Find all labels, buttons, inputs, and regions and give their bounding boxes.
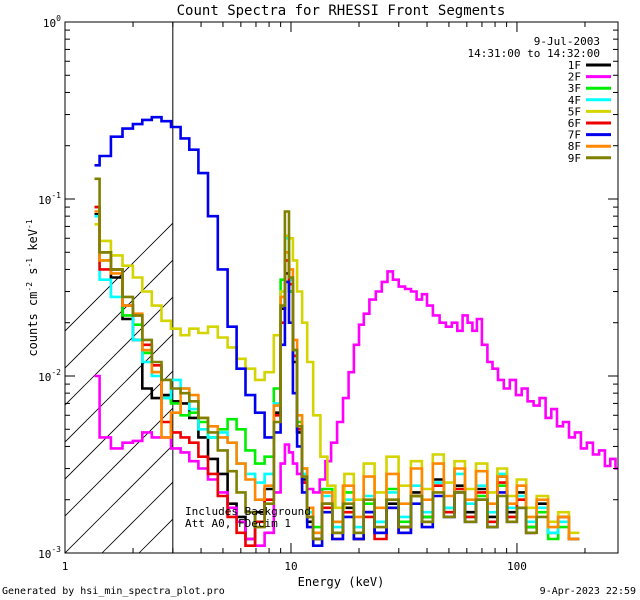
x-tick-labels: 1 10 100: [62, 560, 527, 573]
y-tick-exp: -1: [51, 191, 61, 200]
y-axis-label: counts cm-2 s-1 keV-1: [25, 219, 40, 356]
y-label-end: keV: [26, 229, 40, 258]
y-tick-base: 10: [38, 548, 51, 561]
y-label-exp3: -1: [25, 219, 34, 229]
hatch-line: [65, 444, 173, 553]
y-label-exp1: -2: [25, 282, 34, 292]
series-group: [94, 115, 618, 547]
y-label-mid: s: [26, 268, 40, 282]
background-hatched-region: [65, 222, 173, 553]
series-4F: [94, 214, 568, 535]
legend-label-5F: 5F: [568, 105, 581, 118]
y-tick-base: 10: [38, 371, 51, 384]
y-tick-exp: -3: [51, 545, 61, 554]
x-tick-label: 100: [507, 560, 527, 573]
hatch-line: [65, 222, 173, 332]
annotation-attenuator: Att A0, FDecim 1: [185, 517, 291, 530]
legend-label-3F: 3F: [568, 82, 581, 95]
x-axis-label: Energy (keV): [298, 575, 385, 589]
y-tick-exp: 0: [56, 14, 61, 23]
legend-label-6F: 6F: [568, 117, 581, 130]
y-tick-exp: -2: [51, 368, 61, 377]
legend-label-1F: 1F: [568, 59, 581, 72]
y-label-main: counts cm: [26, 292, 40, 357]
series-8F: [94, 210, 580, 541]
hatch-line: [65, 370, 173, 480]
date-label: 9-Jul-2003: [534, 35, 600, 48]
y-tick-label: 100: [43, 14, 61, 30]
y-tick-label: 10-1: [38, 191, 61, 207]
x-tick-label: 10: [284, 560, 297, 573]
y-tick-label: 10-2: [38, 368, 61, 384]
series-9F: [94, 177, 548, 541]
series-7F: [94, 115, 536, 547]
legend-label-9F: 9F: [568, 152, 581, 165]
legend-label-4F: 4F: [568, 94, 581, 107]
y-tick-base: 10: [38, 194, 51, 207]
y-tick-base: 10: [43, 17, 56, 30]
plot-frame: [64, 21, 619, 554]
hatch-line: [101, 481, 173, 553]
annotation-background: Includes Background: [185, 505, 311, 518]
axis-ticks: [64, 21, 618, 554]
time-range-label: 14:31:00 to 14:32:00: [468, 47, 600, 60]
legend-label-7F: 7F: [568, 129, 581, 142]
y-tick-label: 10-3: [38, 545, 61, 561]
hatch-line: [65, 259, 173, 369]
timestamp-label: 9-Apr-2023 22:59: [540, 586, 636, 597]
hatch-line: [65, 407, 173, 517]
chart-title: Count Spectra for RHESSI Front Segments: [177, 3, 506, 19]
legend-label-8F: 8F: [568, 140, 581, 153]
x-tick-label: 1: [62, 560, 69, 573]
generated-by-label: Generated by hsi_min_spectra_plot.pro: [2, 586, 225, 597]
legend-label-2F: 2F: [568, 71, 581, 84]
y-label-exp2: -1: [25, 258, 34, 268]
